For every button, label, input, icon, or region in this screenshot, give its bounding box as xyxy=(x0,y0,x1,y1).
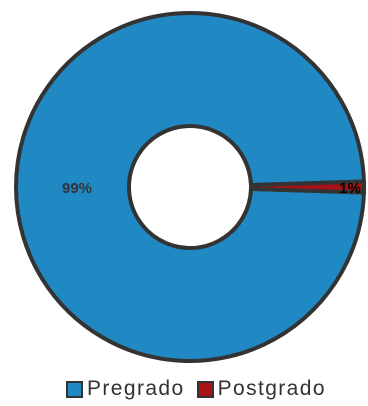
legend-item-postgrado: Postgrado xyxy=(197,377,326,401)
data-label-pregrado: 99% xyxy=(62,180,92,197)
legend-label-pregrado: Pregrado xyxy=(87,377,185,401)
legend-label-postgrado: Postgrado xyxy=(218,377,326,401)
doughnut-chart: 99% 1% xyxy=(0,0,368,372)
chart-legend: Pregrado Postgrado xyxy=(66,377,326,401)
legend-item-pregrado: Pregrado xyxy=(66,377,185,401)
legend-swatch-pregrado xyxy=(66,381,83,398)
data-label-postgrado: 1% xyxy=(339,180,361,197)
legend-swatch-postgrado xyxy=(197,381,214,398)
